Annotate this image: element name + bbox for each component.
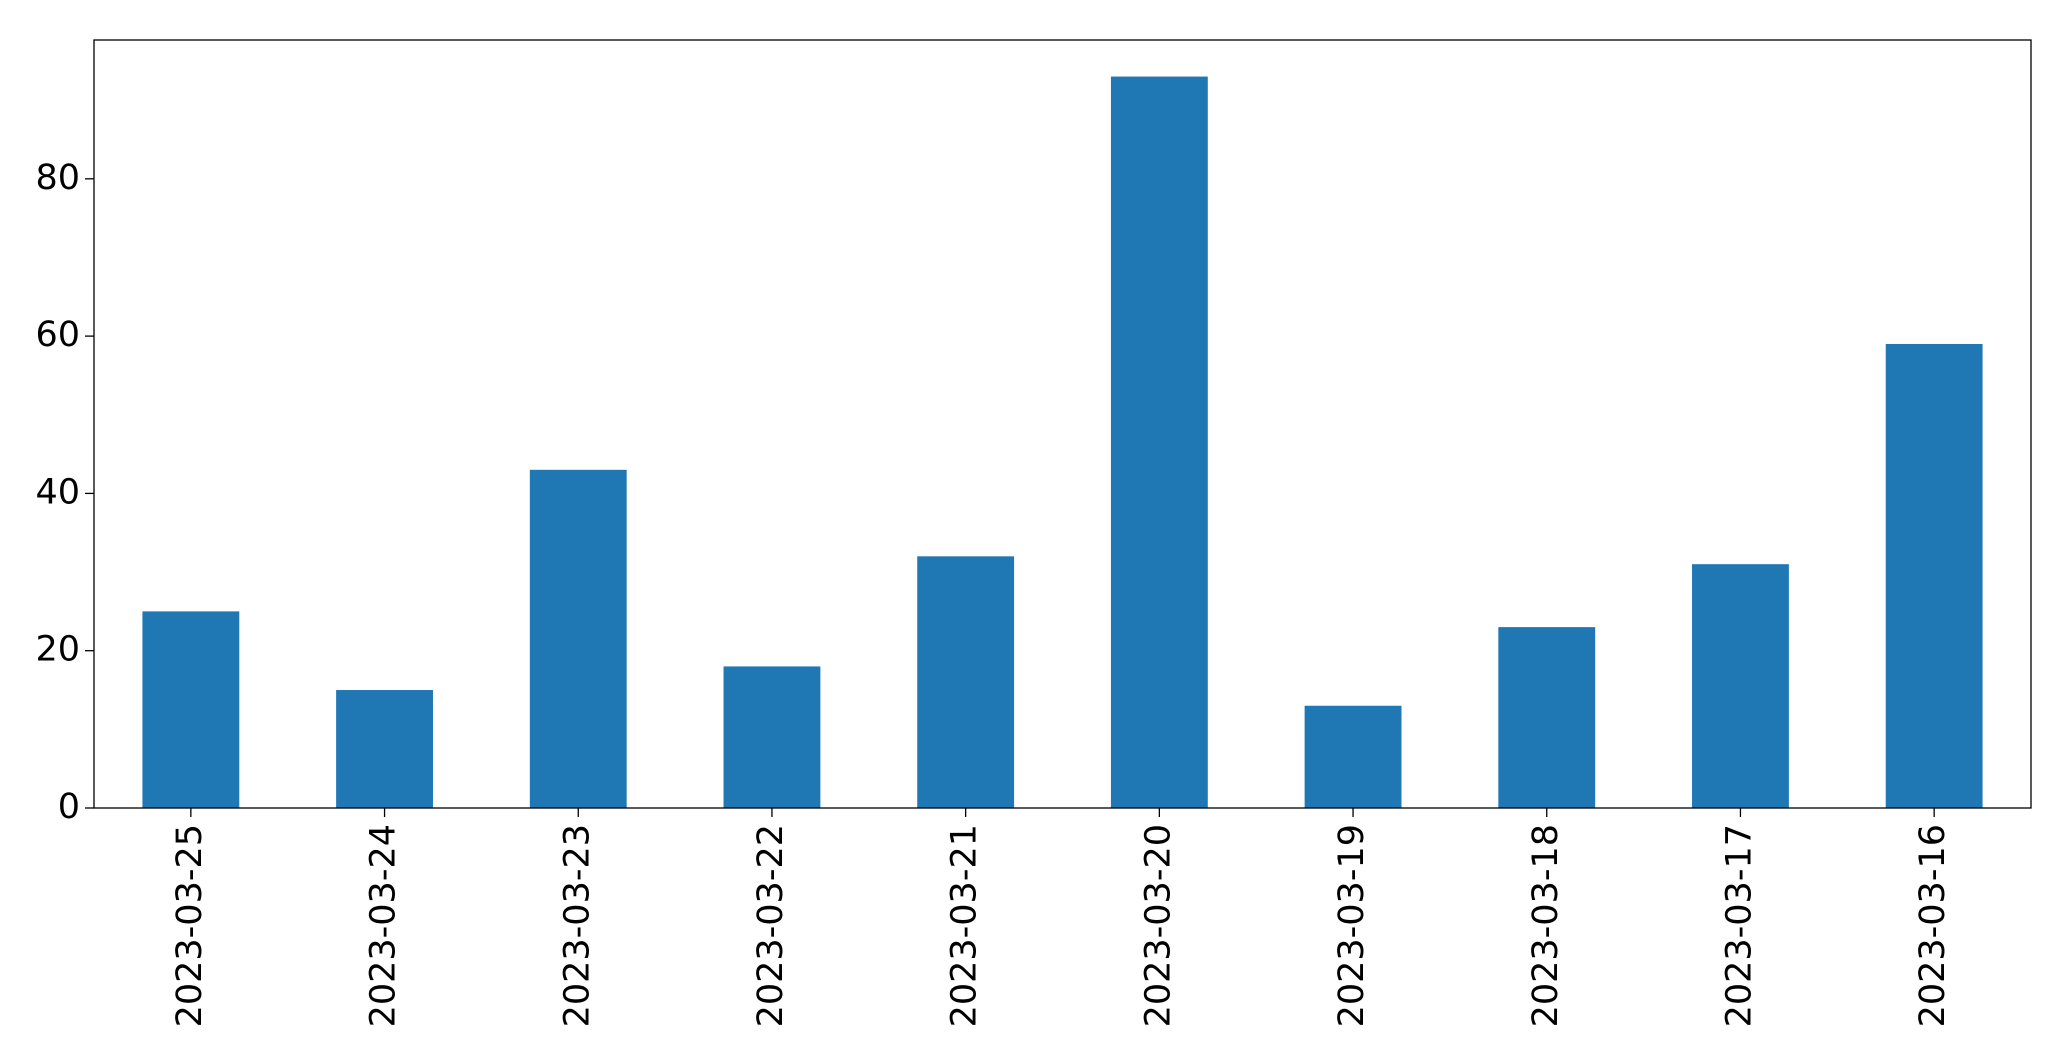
x-tick-label: 2023-03-21 bbox=[945, 824, 985, 1027]
bar bbox=[1692, 564, 1789, 808]
bar bbox=[529, 469, 627, 808]
x-tick-label: 2023-03-23 bbox=[557, 824, 597, 1027]
bar bbox=[336, 690, 433, 808]
x-tick-label: 2023-03-25 bbox=[170, 824, 210, 1027]
x-tick-label: 2023-03-19 bbox=[1332, 824, 1372, 1027]
x-tick-label: 2023-03-17 bbox=[1719, 824, 1759, 1027]
bar bbox=[1498, 627, 1596, 808]
bar bbox=[1885, 343, 1983, 808]
plot-frame bbox=[93, 39, 2032, 809]
y-tick-label: 40 bbox=[35, 472, 80, 512]
bar bbox=[142, 611, 240, 808]
bar bbox=[1110, 76, 1208, 809]
x-tick-label: 2023-03-18 bbox=[1526, 824, 1566, 1027]
x-tick-label: 2023-03-24 bbox=[364, 824, 404, 1027]
x-tick-label: 2023-03-16 bbox=[1913, 824, 1953, 1027]
x-tick-label: 2023-03-22 bbox=[751, 824, 791, 1027]
y-tick-label: 60 bbox=[35, 315, 80, 355]
bar bbox=[723, 666, 821, 808]
y-tick-label: 0 bbox=[58, 787, 80, 827]
x-tick-label: 2023-03-20 bbox=[1138, 824, 1178, 1027]
y-tick-label: 80 bbox=[35, 158, 80, 198]
bar bbox=[1304, 705, 1402, 808]
bar bbox=[917, 556, 1015, 808]
y-tick-label: 20 bbox=[35, 630, 80, 670]
